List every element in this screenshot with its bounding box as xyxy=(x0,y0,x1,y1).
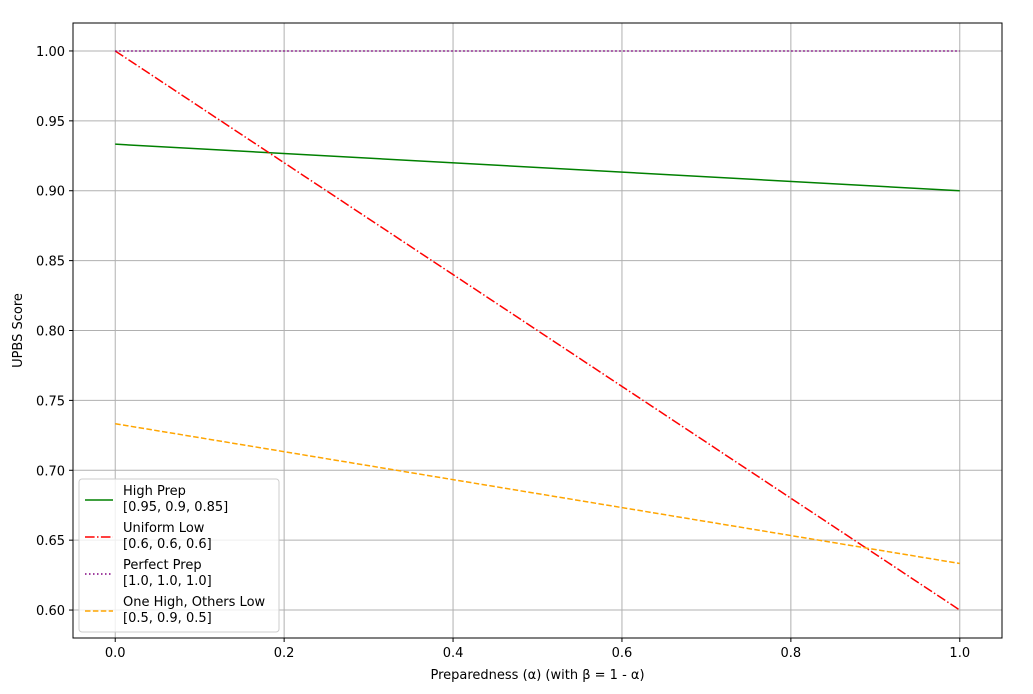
y-tick-label: 0.60 xyxy=(36,604,65,619)
x-tick-label: 1.0 xyxy=(949,646,970,661)
legend-sublabel: [0.95, 0.9, 0.85] xyxy=(123,500,228,515)
legend-label: High Prep xyxy=(123,484,186,499)
x-axis-label: Preparedness (α) (with β = 1 - α) xyxy=(430,668,644,683)
y-tick-label: 0.90 xyxy=(36,185,65,200)
x-tick-label: 0.4 xyxy=(443,646,464,661)
y-tick-label: 0.95 xyxy=(36,115,65,130)
series-lines xyxy=(114,50,961,611)
y-tick-label: 0.80 xyxy=(36,325,65,340)
series-line-one-high-others-low xyxy=(115,422,960,565)
series-line-high-prep xyxy=(115,143,960,192)
y-tick-label: 0.85 xyxy=(36,255,65,270)
x-axis-ticks: 0.0 0.2 0.4 0.6 0.8 1.0 xyxy=(105,638,970,661)
legend-box xyxy=(78,478,280,633)
legend-label: Perfect Prep xyxy=(123,558,202,573)
y-tick-label: 0.65 xyxy=(36,534,65,549)
x-tick-label: 0.2 xyxy=(274,646,295,661)
legend-label: One High, Others Low xyxy=(123,595,266,610)
y-axis-label: UPBS Score xyxy=(11,293,26,368)
series-line-uniform-low xyxy=(114,50,961,611)
y-tick-label: 1.00 xyxy=(36,45,65,60)
legend-label: Uniform Low xyxy=(123,521,205,536)
y-tick-label: 0.70 xyxy=(36,464,65,479)
x-tick-label: 0.6 xyxy=(612,646,633,661)
x-tick-label: 0.0 xyxy=(105,646,126,661)
grid xyxy=(73,23,1002,638)
legend-sublabel: [0.5, 0.9, 0.5] xyxy=(123,611,212,626)
y-axis-ticks: 0.60 0.65 0.70 0.75 0.80 0.85 0.90 0.95 1.00 xyxy=(36,45,73,619)
legend-sublabel: [0.6, 0.6, 0.6] xyxy=(123,537,212,552)
y-tick-label: 0.75 xyxy=(36,394,65,409)
legend: High Prep[0.95, 0.9, 0.85]Uniform Low[0.… xyxy=(78,478,280,633)
x-tick-label: 0.8 xyxy=(781,646,802,661)
legend-sublabel: [1.0, 1.0, 1.0] xyxy=(123,574,212,589)
